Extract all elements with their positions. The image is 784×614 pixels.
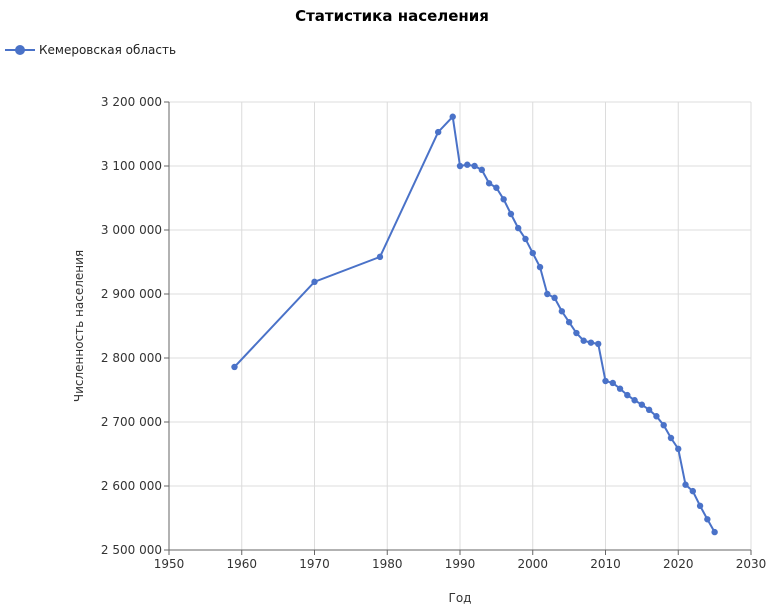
data-point (515, 224, 522, 232)
chart-title: Статистика населения (295, 7, 489, 25)
data-point (434, 128, 442, 136)
data-point (500, 196, 507, 203)
data-point (558, 308, 566, 315)
data-point (522, 235, 529, 243)
legend-label: Кемеровская область (39, 43, 177, 57)
y-tick-label: 2 600 000 (101, 479, 162, 493)
data-point (536, 263, 544, 271)
data-point (638, 401, 646, 408)
data-point (609, 379, 616, 387)
y-tick-label: 2 900 000 (101, 287, 162, 301)
y-tick-label: 3 100 000 (101, 159, 162, 173)
data-point (573, 329, 580, 337)
y-tick-label: 3 000 000 (101, 223, 162, 237)
series-line (233, 114, 716, 533)
y-tick-label: 2 500 000 (101, 543, 162, 557)
x-tick-label: 1960 (226, 557, 257, 571)
data-point (689, 487, 696, 495)
x-tick-label: 1970 (299, 557, 330, 571)
x-tick-label: 2030 (736, 557, 767, 571)
y-tick-label: 3 200 000 (101, 95, 162, 109)
data-point (660, 422, 667, 429)
data-point (456, 162, 464, 170)
legend-marker-icon (5, 45, 35, 55)
data-point (485, 180, 493, 187)
data-point (711, 528, 718, 536)
x-tick-label: 1990 (445, 557, 476, 571)
data-point (507, 210, 515, 218)
data-point (653, 413, 660, 420)
data-point (682, 481, 689, 488)
data-point (675, 445, 682, 453)
data-point (580, 337, 587, 344)
data-point (631, 397, 638, 404)
data-point (602, 377, 609, 385)
x-tick-label: 1950 (154, 557, 185, 571)
data-point (616, 385, 624, 392)
data-point (544, 290, 551, 298)
data-point (311, 278, 318, 286)
data-point (696, 502, 704, 510)
data-point (595, 340, 602, 348)
data-point (493, 184, 500, 191)
data-point (231, 363, 238, 371)
data-point (464, 161, 471, 168)
x-axis-label: Год (449, 591, 472, 605)
data-point (645, 406, 653, 414)
data-point (471, 162, 478, 170)
legend-item[interactable]: Кемеровская область (5, 43, 176, 57)
y-tick-label: 2 700 000 (101, 415, 162, 429)
data-point (376, 253, 384, 261)
x-tick-label: 2020 (663, 557, 694, 571)
data-point (667, 434, 675, 442)
data-point (704, 516, 711, 523)
x-tick-label: 1980 (372, 557, 403, 571)
data-point (529, 249, 536, 257)
y-tick-label: 2 800 000 (101, 351, 162, 365)
y-axis-label: Численность населения (72, 250, 86, 402)
data-point (587, 339, 595, 346)
data-point (565, 318, 573, 326)
data-point (449, 113, 456, 120)
data-point (478, 166, 486, 174)
x-tick-label: 2010 (590, 557, 621, 571)
data-point (624, 391, 631, 399)
x-tick-label: 2000 (517, 557, 548, 571)
data-point (551, 294, 558, 302)
